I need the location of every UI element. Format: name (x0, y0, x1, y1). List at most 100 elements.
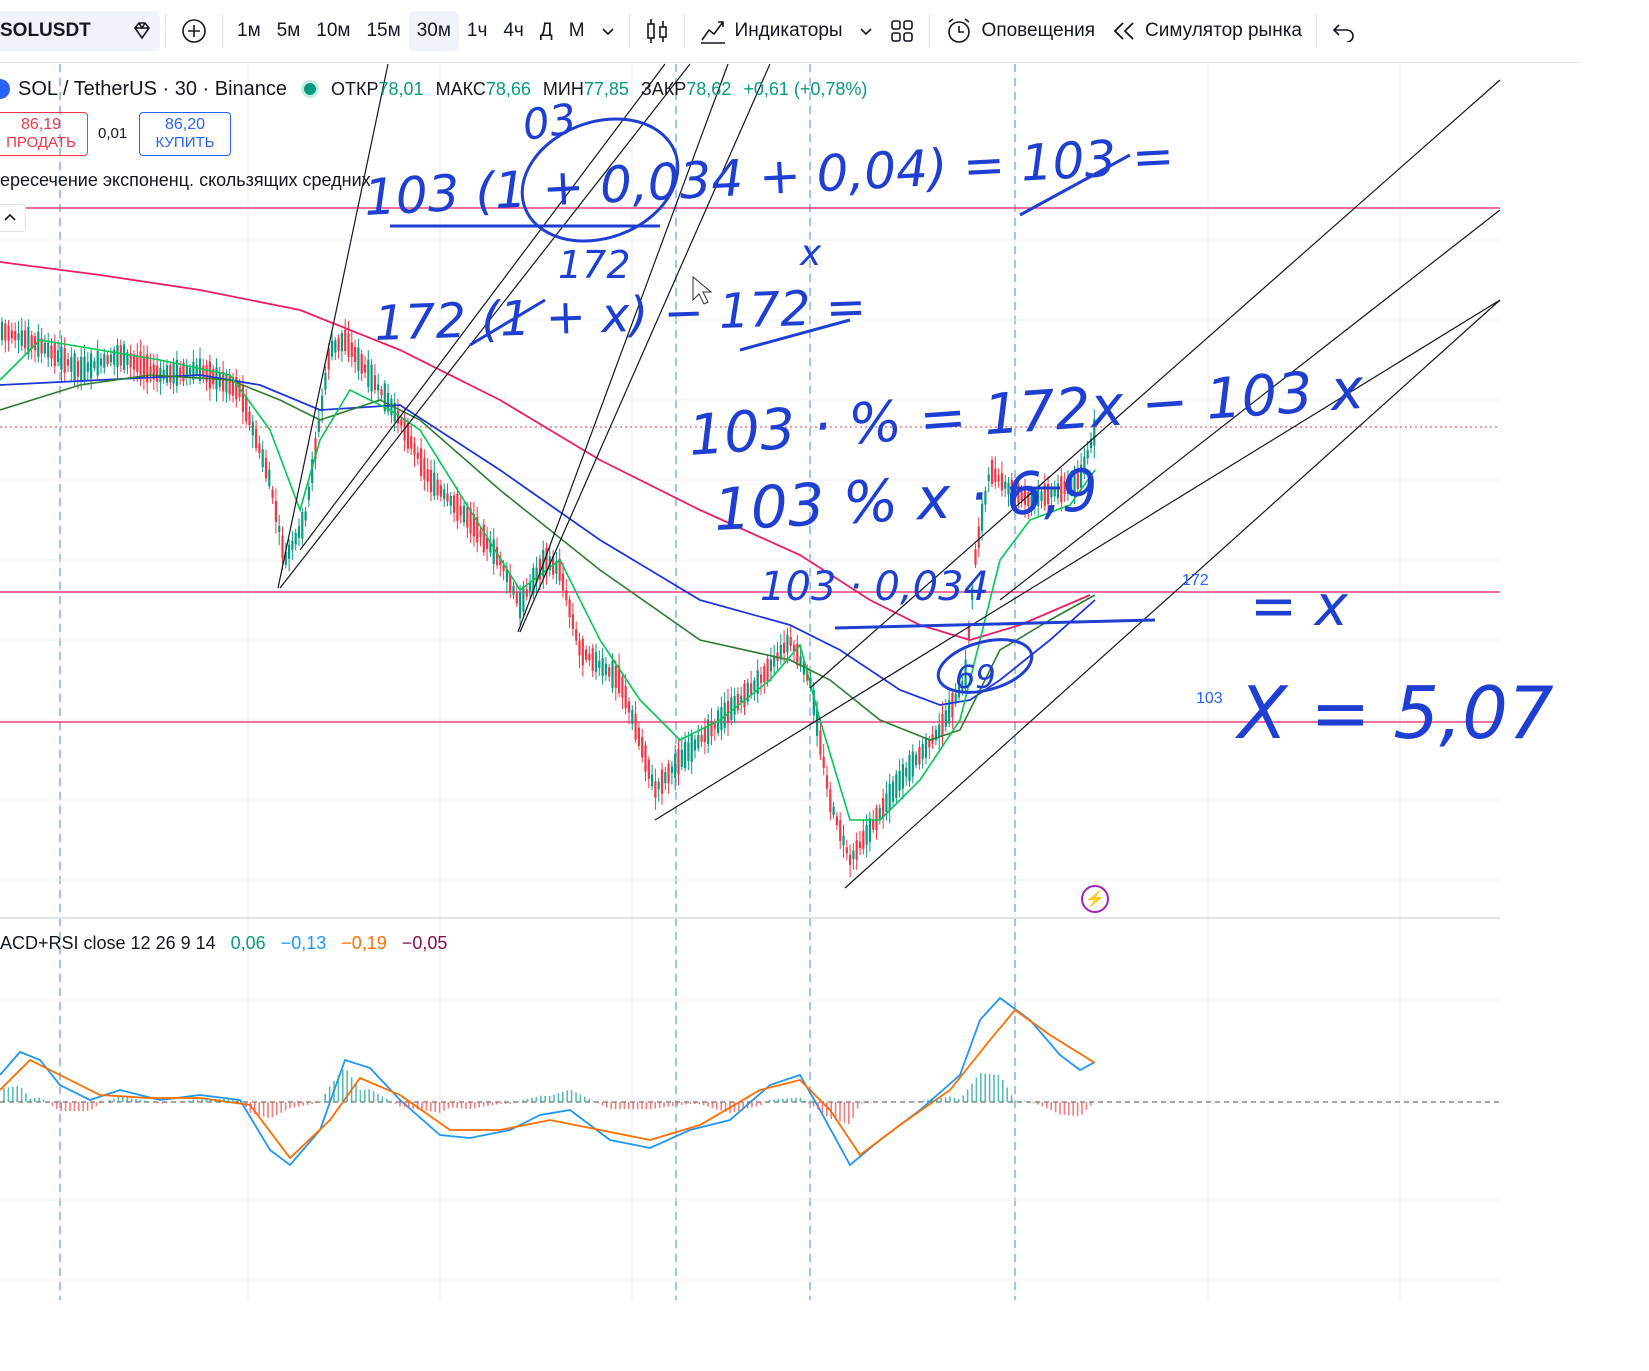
collapse-chevron-up-icon[interactable] (0, 204, 26, 232)
candle-body (420, 448, 423, 477)
candle-body (27, 326, 30, 355)
candle-body (228, 375, 231, 395)
candle-body (132, 354, 136, 370)
candle-body (948, 700, 951, 724)
indicator-title[interactable]: ересечение экспоненц. скользящих средних (0, 170, 371, 190)
candle-body (50, 345, 53, 359)
candle-body (439, 485, 442, 497)
candle-body (918, 747, 921, 765)
candle-body (644, 745, 647, 772)
candle-body (317, 420, 320, 432)
candle-body (169, 365, 172, 383)
interval-month[interactable]: М (568, 20, 585, 41)
sell-price: 86,19 (20, 116, 62, 133)
candle-body (175, 359, 178, 386)
candle-body (756, 670, 759, 695)
trend-line (999, 209, 1501, 601)
chevron-down-icon[interactable] (851, 11, 881, 51)
candle-body (383, 383, 386, 412)
candle-body (915, 754, 918, 766)
candle-body (786, 634, 789, 653)
trend-line (299, 63, 666, 551)
buy-button[interactable]: 86,20 КУПИТЬ (139, 112, 231, 156)
candle-body (499, 555, 502, 566)
candle-body (736, 693, 739, 711)
interval-5m[interactable]: 5м (276, 20, 301, 41)
handwritten-line-2: 172 (1 + x) − 172 = (373, 279, 866, 352)
candle-body (17, 333, 20, 341)
candle-body (179, 367, 182, 378)
candle-body (380, 389, 383, 396)
candle-body (241, 385, 244, 412)
candles-icon[interactable] (636, 11, 678, 51)
candle-body (1056, 483, 1060, 498)
candle-body (1066, 478, 1069, 494)
handwritten-strike (834, 618, 1156, 630)
candle-body (624, 686, 627, 709)
candle-body (502, 565, 505, 572)
candle-body (334, 340, 337, 353)
candle-body (330, 340, 334, 357)
candle-body (436, 479, 439, 496)
candle-body (651, 774, 654, 787)
sell-button[interactable]: 86,19 ПРОДАТЬ (0, 112, 88, 156)
candle-body (195, 364, 198, 376)
interval-15m[interactable]: 15м (366, 20, 401, 41)
candle-body (1086, 450, 1089, 459)
candle-body (281, 535, 284, 558)
interval-10m[interactable]: 10м (316, 20, 351, 41)
candle-body (532, 567, 535, 595)
symbol-search[interactable]: SOLUSDT (0, 11, 160, 51)
interval-30m[interactable]: 30м (408, 11, 459, 51)
interval-4h[interactable]: 4ч (503, 20, 524, 41)
candle-body (690, 734, 693, 762)
candle-body (152, 364, 155, 380)
handwritten-strike (1019, 153, 1131, 217)
candle-body (525, 589, 528, 597)
replay-button[interactable]: Симулятор рынка (1103, 11, 1310, 51)
candle-body (1000, 473, 1003, 491)
candle-body (997, 475, 1000, 482)
candle-body (387, 392, 390, 412)
lightning-icon[interactable]: ⚡ (1081, 885, 1109, 913)
candle-body (410, 436, 413, 449)
candle-body (1053, 487, 1056, 497)
candle-body (185, 365, 188, 378)
candle-body (878, 808, 881, 820)
candle-body (1093, 419, 1096, 446)
diamond-icon[interactable] (125, 14, 159, 48)
candle-body (941, 713, 944, 737)
undo-icon[interactable] (1323, 11, 1365, 51)
macd-line (0, 996, 1096, 1167)
candle-body (944, 710, 947, 727)
candle-body (7, 325, 10, 341)
candle-body (981, 503, 984, 531)
interval-1m[interactable]: 1м (237, 20, 261, 41)
chevron-down-icon[interactable] (593, 11, 623, 51)
candle-body (707, 719, 710, 745)
candle-body (875, 808, 878, 831)
candle-body (129, 353, 132, 368)
indicators-button[interactable]: Индикаторы (691, 11, 851, 51)
interval-day[interactable]: Д (539, 20, 553, 41)
layouts-icon[interactable] (881, 11, 923, 51)
candle-body (119, 345, 122, 366)
close-key: ЗАКР (640, 78, 687, 99)
trend-line (277, 63, 389, 589)
candle-body (842, 835, 845, 846)
candle-body (753, 680, 756, 691)
handwritten-top-mark: 03 (520, 94, 580, 150)
candle-body (47, 342, 50, 358)
compare-add-icon[interactable] (172, 11, 216, 51)
candle-body (558, 558, 561, 581)
candle-body (852, 850, 855, 860)
trend-line (809, 79, 1501, 689)
candle-body (30, 335, 33, 349)
low-key: МИН (542, 78, 584, 99)
candle-body (390, 398, 393, 416)
interval-1h[interactable]: 1ч (466, 20, 488, 41)
candle-body (667, 763, 670, 784)
candle-body (822, 756, 825, 768)
alerts-button[interactable]: Оповещения (936, 11, 1103, 51)
